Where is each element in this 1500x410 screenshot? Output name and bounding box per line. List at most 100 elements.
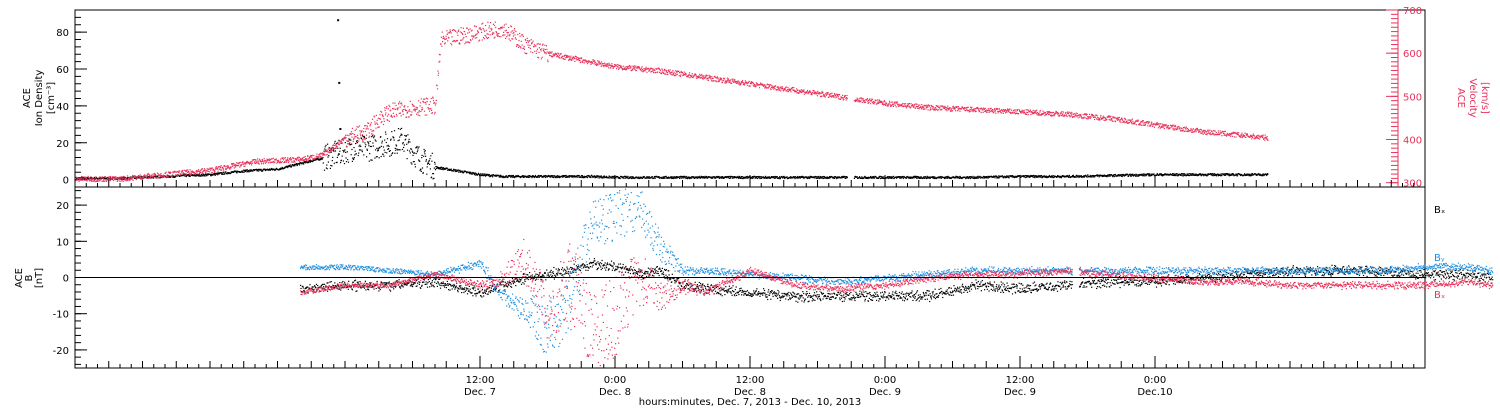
point-velocity xyxy=(311,154,313,156)
point-velocity xyxy=(709,77,711,79)
point-density xyxy=(1216,175,1218,177)
point-velocity xyxy=(663,70,665,72)
point-velocity xyxy=(219,167,222,169)
point-density xyxy=(960,177,963,180)
point-density xyxy=(813,176,815,178)
point-density xyxy=(427,163,429,165)
point-density xyxy=(871,176,874,178)
point-density xyxy=(334,150,337,152)
point-density xyxy=(1120,173,1122,176)
point-density xyxy=(361,151,363,153)
point-velocity xyxy=(253,162,255,164)
point-velocity xyxy=(395,113,398,116)
point-density xyxy=(385,141,387,144)
point-velocity xyxy=(103,180,105,182)
point-density xyxy=(407,134,409,136)
point-velocity xyxy=(294,161,296,163)
point-density xyxy=(544,174,546,177)
point-velocity xyxy=(302,157,304,159)
point-density xyxy=(1043,175,1045,177)
point-density xyxy=(353,157,355,159)
point-density xyxy=(940,177,943,179)
point-density xyxy=(931,177,933,179)
point-density xyxy=(316,159,318,161)
point-velocity xyxy=(718,80,720,82)
point-velocity xyxy=(179,170,181,172)
point-velocity xyxy=(797,89,799,91)
point-velocity xyxy=(212,167,214,169)
point-velocity xyxy=(542,43,544,45)
point-velocity xyxy=(451,36,453,38)
point-velocity xyxy=(543,48,545,50)
point-density xyxy=(484,175,487,177)
point-density xyxy=(1086,176,1088,178)
point-density xyxy=(608,175,611,177)
point-density xyxy=(380,136,382,138)
point-velocity xyxy=(163,175,165,177)
point-velocity xyxy=(256,158,259,160)
point-velocity xyxy=(564,58,566,60)
point-density xyxy=(330,148,333,150)
point-density xyxy=(833,177,835,179)
point-density xyxy=(909,176,911,178)
point-velocity xyxy=(401,104,403,106)
point-density xyxy=(651,176,653,178)
point-density xyxy=(413,152,415,154)
point-density xyxy=(706,176,708,178)
point-velocity xyxy=(190,173,192,175)
point-velocity xyxy=(615,64,617,66)
point-density xyxy=(565,174,567,177)
point-density xyxy=(531,175,533,177)
point-density xyxy=(603,177,605,179)
point-density xyxy=(517,175,519,178)
point-density xyxy=(595,176,598,178)
point-density xyxy=(402,143,404,145)
point-velocity xyxy=(463,36,465,39)
point-density xyxy=(917,177,919,179)
point-density xyxy=(1157,173,1159,175)
point-density xyxy=(209,173,211,176)
point-velocity xyxy=(371,133,373,135)
point-density xyxy=(829,176,831,178)
point-density xyxy=(1065,175,1067,177)
point-density xyxy=(703,177,705,179)
point-velocity xyxy=(135,176,137,178)
point-density xyxy=(613,175,615,177)
point-density xyxy=(203,173,205,176)
point-density xyxy=(704,175,706,177)
point-velocity xyxy=(495,31,498,34)
point-density xyxy=(613,177,615,179)
point-density xyxy=(607,176,609,178)
point-density xyxy=(557,175,559,178)
point-density xyxy=(701,176,703,178)
point-velocity xyxy=(118,177,120,179)
point-density xyxy=(1121,174,1123,176)
point-velocity xyxy=(529,40,531,42)
point-velocity xyxy=(425,97,427,99)
point-density xyxy=(395,145,398,147)
point-velocity xyxy=(356,126,358,128)
point-velocity xyxy=(497,28,500,30)
point-density xyxy=(798,177,800,179)
point-velocity xyxy=(488,25,490,27)
point-velocity xyxy=(108,176,110,178)
point-density xyxy=(872,176,874,178)
point-velocity xyxy=(87,175,89,177)
point-density xyxy=(221,172,223,174)
point-density xyxy=(400,134,402,137)
top-right-tick-label: 400 xyxy=(1403,136,1422,147)
point-velocity xyxy=(619,64,621,67)
point-velocity xyxy=(572,58,574,60)
point-density xyxy=(1032,175,1034,177)
point-density xyxy=(736,177,739,179)
point-density xyxy=(504,176,506,178)
point-density xyxy=(421,157,423,159)
point-density xyxy=(437,167,439,169)
point-velocity xyxy=(266,161,268,163)
point-density xyxy=(682,177,684,179)
point-velocity xyxy=(225,168,227,170)
point-density xyxy=(334,142,336,144)
point-velocity xyxy=(815,91,817,93)
point-velocity xyxy=(101,176,103,178)
point-density xyxy=(500,176,502,178)
